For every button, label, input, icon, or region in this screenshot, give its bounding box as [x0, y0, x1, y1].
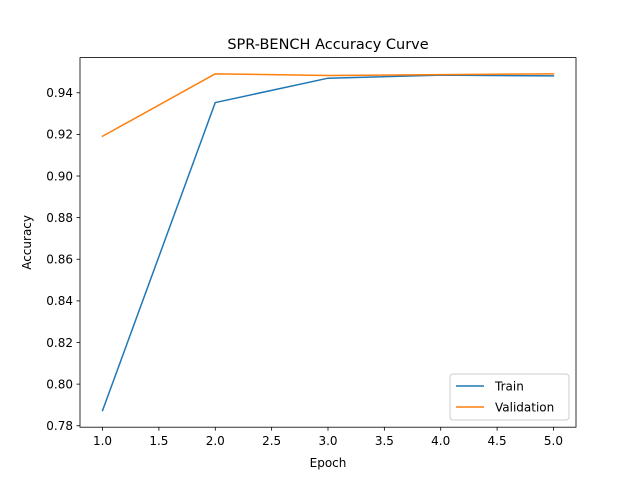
x-tick-label: 1.5 [149, 434, 168, 448]
plot-area [79, 57, 577, 428]
legend-label-train: Train [494, 379, 524, 393]
y-tick-label: 0.88 [46, 211, 73, 225]
y-tick-label: 0.86 [46, 253, 73, 267]
y-tick-label: 0.94 [46, 86, 73, 100]
legend-label-validation: Validation [495, 400, 554, 414]
y-tick-label: 0.92 [46, 128, 73, 142]
y-tick-label: 0.78 [46, 419, 73, 433]
y-tick-label: 0.90 [46, 169, 73, 183]
series-line-train [101, 74, 555, 412]
y-tick-label: 0.80 [46, 377, 73, 391]
y-axis: 0.78 0.80 0.82 0.84 0.86 0.88 0.90 0.92 0.94 [46, 86, 80, 433]
x-tick-label: 3.0 [318, 434, 337, 448]
x-tick-label: 4.5 [488, 434, 507, 448]
series-layer [101, 73, 555, 412]
y-axis-label: Accuracy [20, 215, 34, 270]
legend: Train Validation [449, 373, 570, 421]
x-tick-label: 2.0 [206, 434, 225, 448]
x-tick-label: 1.0 [93, 434, 112, 448]
plot-frame [79, 57, 577, 428]
x-tick-label: 2.5 [262, 434, 281, 448]
y-tick-label: 0.82 [46, 336, 73, 350]
x-axis-label: Epoch [310, 456, 347, 470]
x-axis: 1.0 1.5 2.0 2.5 3.0 3.5 4.0 4.5 5.0 [93, 427, 563, 448]
x-tick-label: 5.0 [544, 434, 563, 448]
series-line-validation [101, 73, 555, 138]
y-tick-label: 0.84 [46, 294, 73, 308]
x-tick-label: 3.5 [375, 434, 394, 448]
chart-title: SPR-BENCH Accuracy Curve [227, 37, 428, 53]
x-tick-label: 4.0 [431, 434, 450, 448]
